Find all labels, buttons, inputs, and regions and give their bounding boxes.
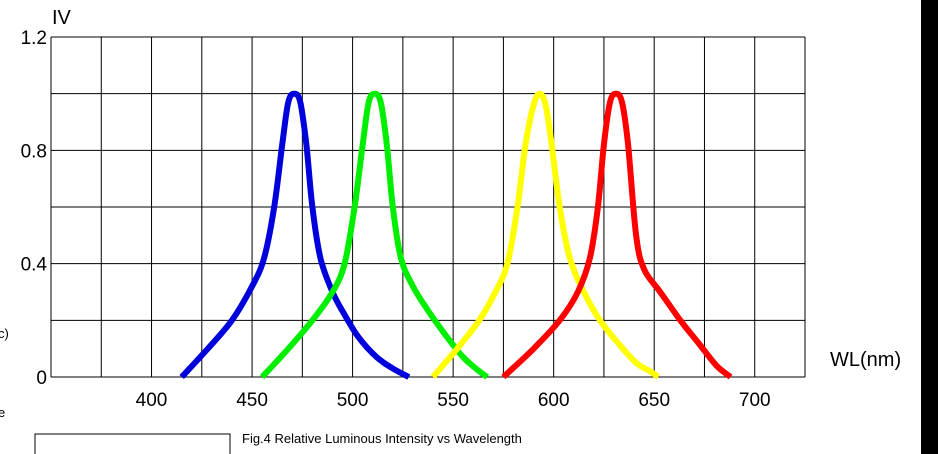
x-tick-label: 400: [136, 390, 168, 411]
grid: [50, 36, 806, 378]
x-tick-label: 700: [739, 390, 771, 411]
series-lines: [179, 90, 733, 380]
x-tick-labels: 400 450 500 550 600 650 700: [136, 390, 771, 411]
y-tick-label: 0.8: [21, 141, 47, 162]
right-edge-bar: [921, 0, 938, 454]
x-tick-label: 600: [538, 390, 570, 411]
x-tick-label: 650: [638, 390, 670, 411]
series-line-4: [501, 90, 733, 380]
left-edge-fragment-paren: c): [0, 326, 9, 341]
x-tick-label: 550: [437, 390, 469, 411]
y-tick-label: 0: [36, 368, 47, 389]
figure-caption: Fig.4 Relative Luminous Intensity vs Wav…: [242, 431, 522, 446]
y-axis-title: IV: [52, 7, 72, 29]
empty-box: [34, 433, 231, 454]
series-line-3: [430, 90, 660, 380]
series-line-2: [259, 90, 490, 380]
y-tick-label: 1.2: [21, 28, 47, 49]
y-tick-label: 0.4: [21, 255, 48, 276]
series-line-1: [179, 90, 411, 380]
x-tick-label: 450: [236, 390, 268, 411]
y-tick-labels: 0 0.4 0.8 1.2: [21, 28, 48, 389]
x-axis-title: WL(nm): [830, 349, 901, 371]
x-tick-label: 500: [337, 390, 369, 411]
left-edge-fragment-letter: e: [0, 405, 5, 420]
